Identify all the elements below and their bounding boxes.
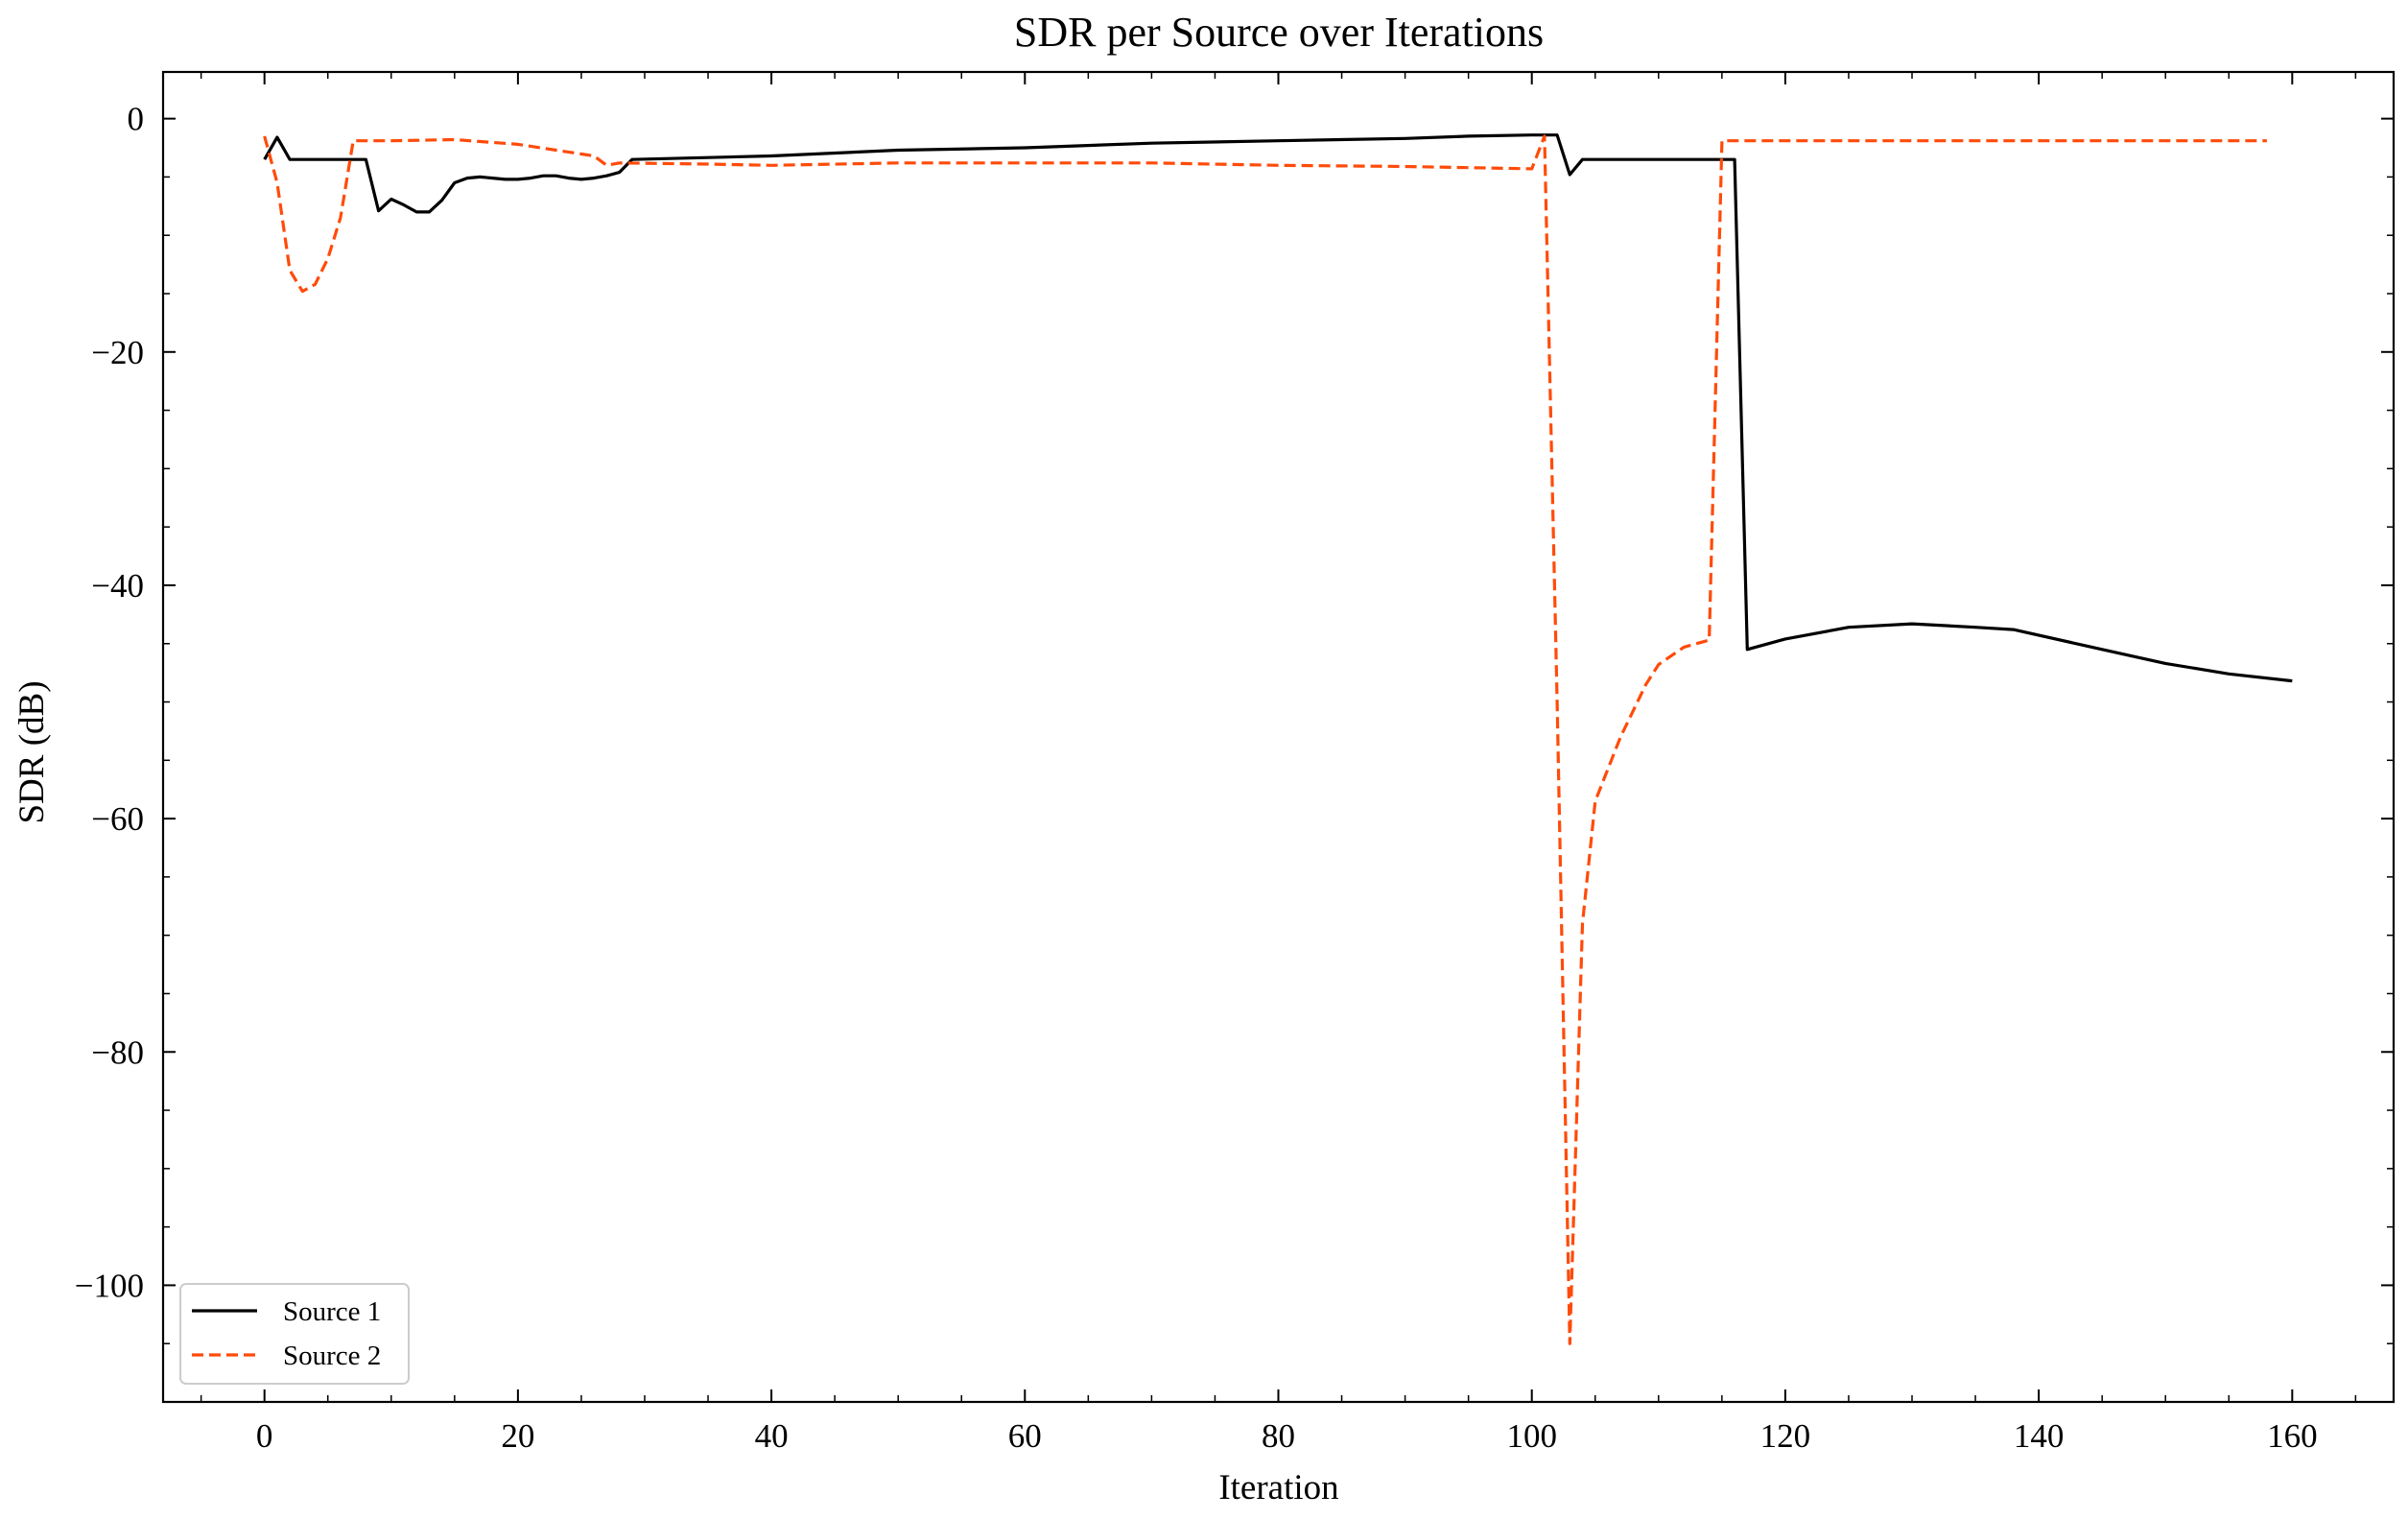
- x-axis-label: Iteration: [1218, 1468, 1338, 1507]
- chart-title: SDR per Source over Iterations: [1014, 9, 1544, 56]
- x-tick-label: 120: [1760, 1417, 1811, 1455]
- plot-frame: [161, 70, 2396, 1404]
- legend: Source 1 Source 2: [179, 1283, 410, 1385]
- series-line-source-1: [263, 133, 2293, 683]
- x-tick-label: 80: [1262, 1417, 1295, 1455]
- x-tick-label: 100: [1506, 1417, 1557, 1455]
- x-tick-label: 0: [256, 1417, 273, 1455]
- legend-label-source-1: Source 1: [283, 1296, 381, 1327]
- x-tick-label: 140: [2014, 1417, 2065, 1455]
- y-tick-label: −20: [91, 334, 144, 371]
- x-tick-label: 60: [1008, 1417, 1042, 1455]
- x-tick-label: 20: [501, 1417, 534, 1455]
- y-tick-label: −60: [91, 800, 144, 838]
- y-tick-label: −80: [91, 1033, 144, 1071]
- y-axis-label: SDR (dB): [12, 680, 52, 823]
- y-tick-label: 0: [128, 101, 145, 138]
- legend-label-source-2: Source 2: [283, 1341, 381, 1371]
- series-lines: [263, 133, 2293, 1345]
- axis-tick-labels: 0 20 40 60 80 100 120 140 160 0 −20 −40 −60 −80 −100: [75, 101, 2318, 1455]
- axis-ticks: [163, 72, 2394, 1402]
- legend-box: [179, 1283, 410, 1385]
- x-tick-label: 160: [2267, 1417, 2318, 1455]
- x-tick-label: 40: [755, 1417, 789, 1455]
- y-tick-label: −100: [75, 1267, 144, 1304]
- series-line-source-2: [263, 134, 2267, 1345]
- y-tick-label: −40: [91, 567, 144, 605]
